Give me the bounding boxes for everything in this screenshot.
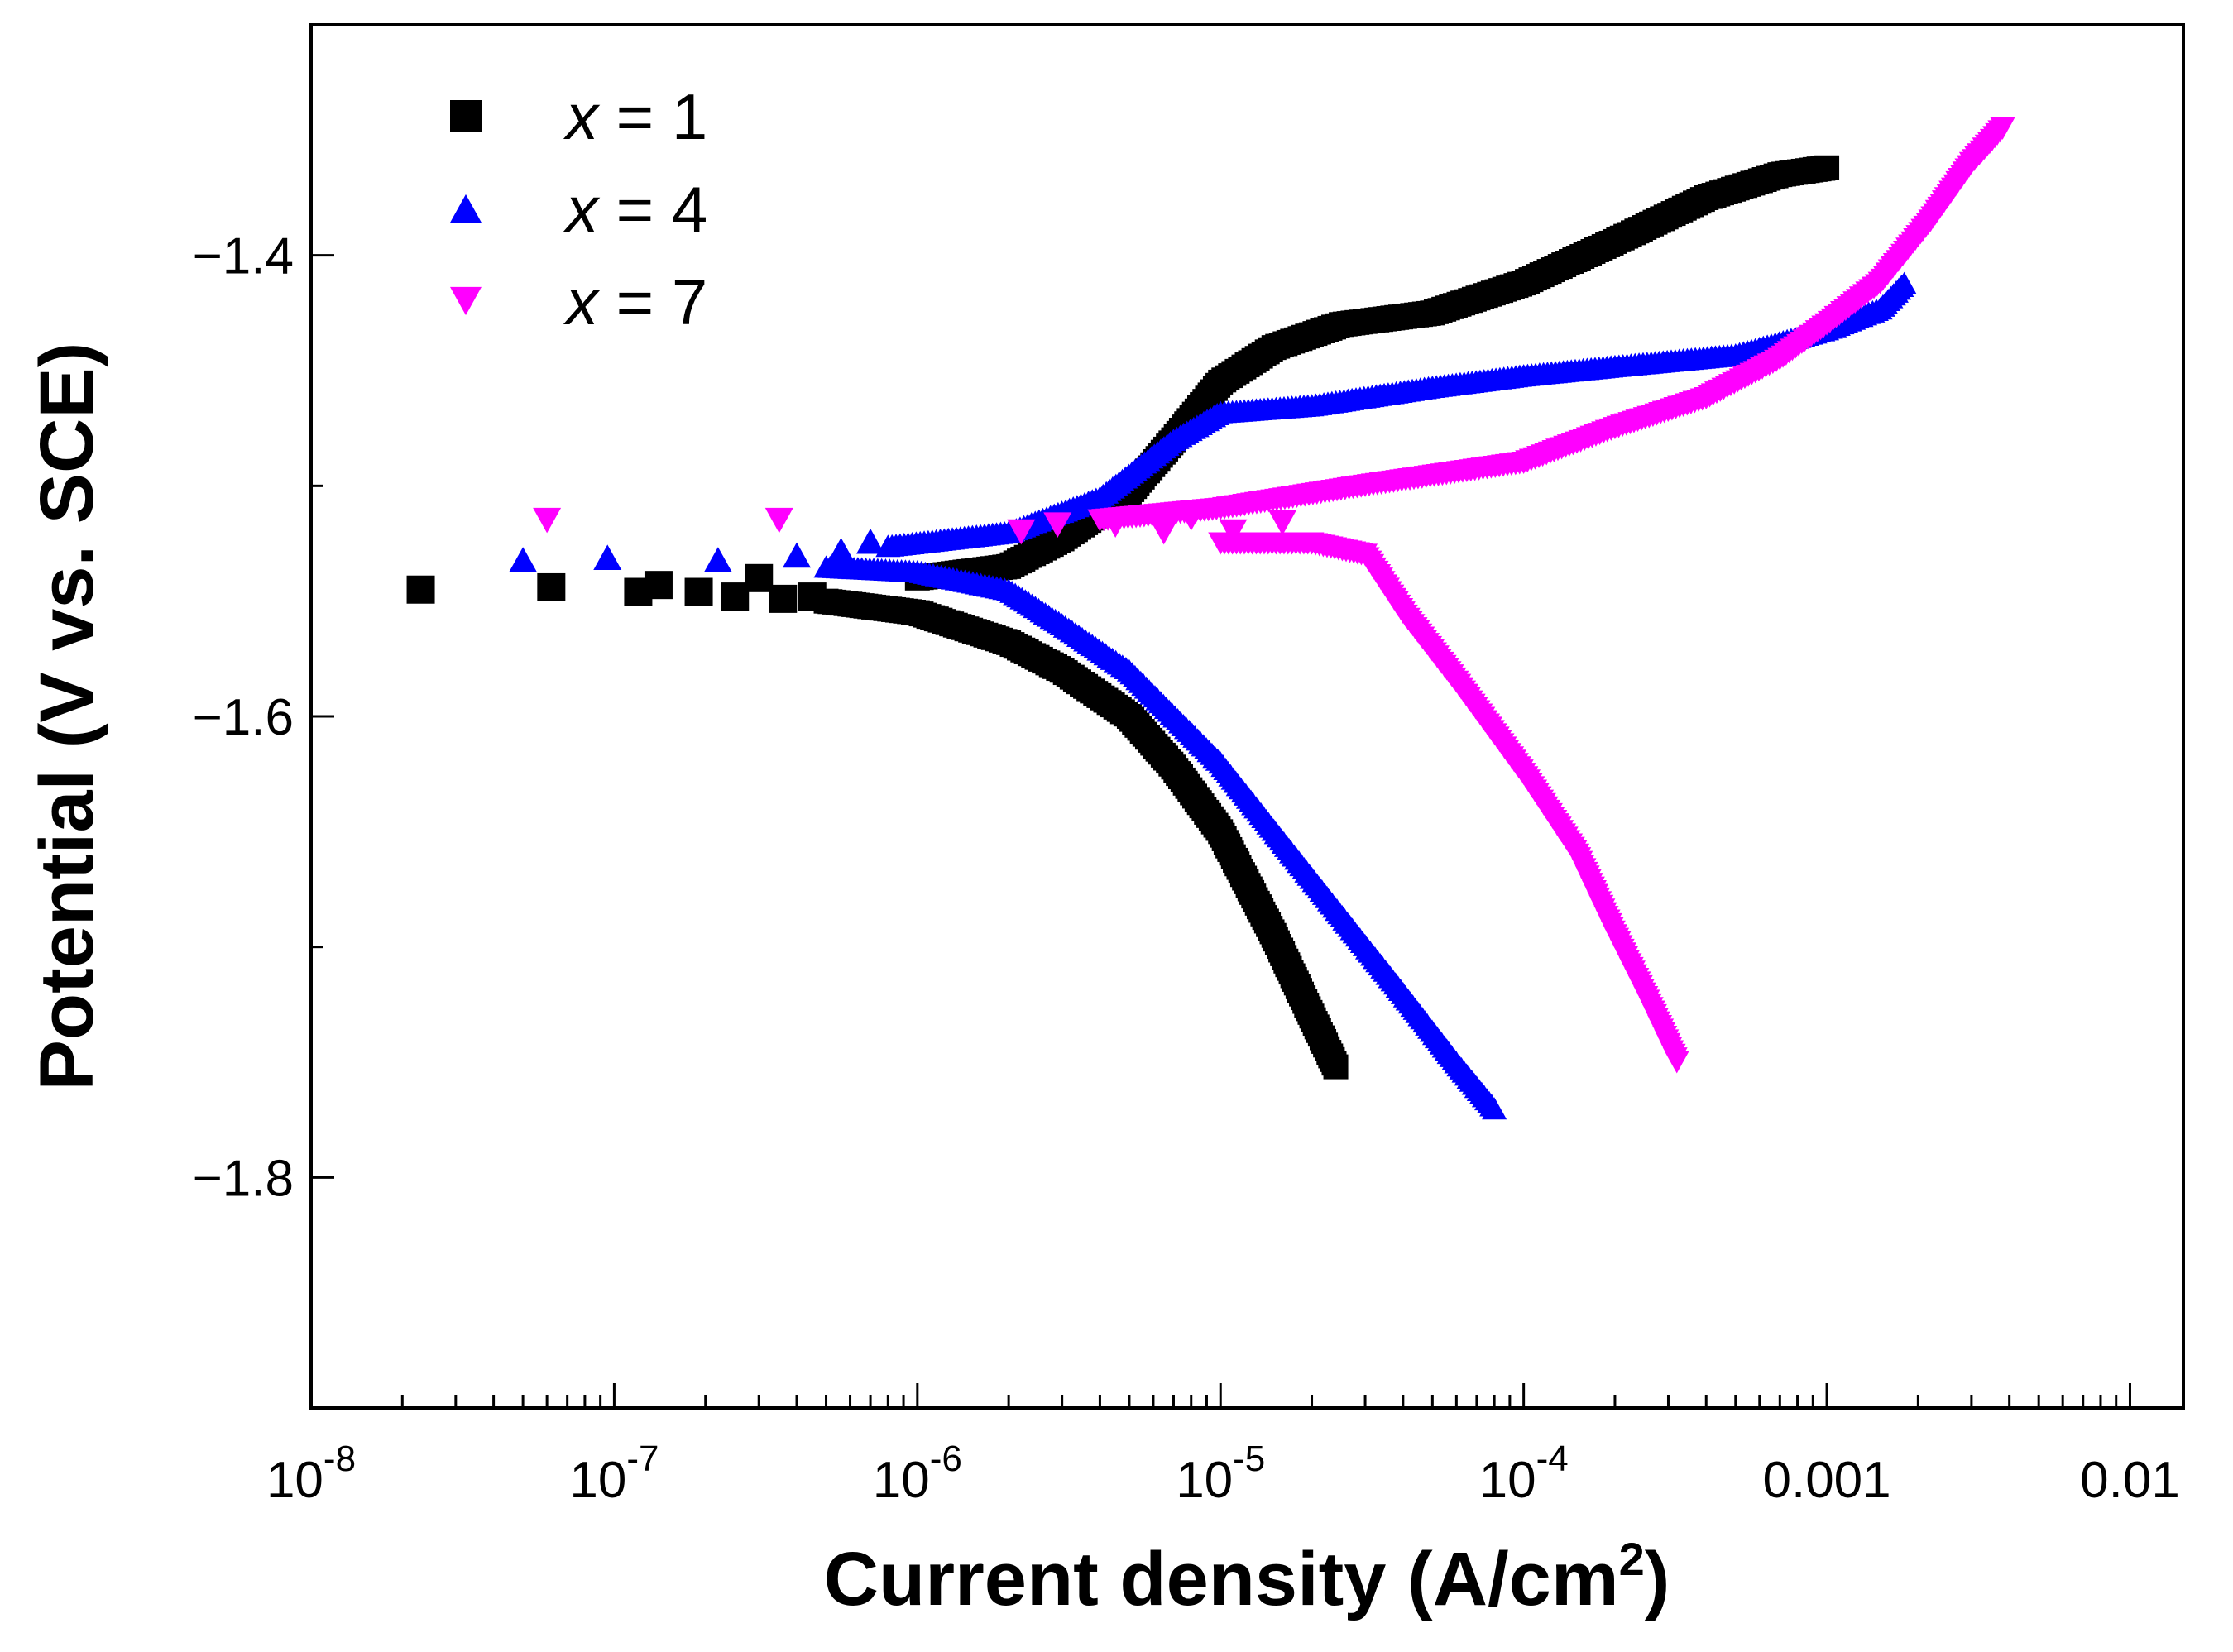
legend-label-var: x [563, 173, 601, 246]
legend-label-num: 4 [672, 173, 707, 246]
legend-label-1: x = 1 [563, 80, 707, 153]
x-tick-label: 10-8 [266, 1439, 356, 1509]
data-point [593, 544, 622, 571]
data-point [1664, 1051, 1689, 1074]
x-tick-label-exp: -8 [323, 1439, 356, 1479]
data-point [1043, 512, 1072, 539]
legend-label-num: 7 [672, 266, 707, 338]
x-tick-label-exp: -6 [930, 1439, 962, 1479]
x-tick-label-base: 10 [873, 1452, 930, 1509]
data-point [745, 563, 774, 592]
data-point [406, 575, 435, 604]
x-tick-label-base: 10 [1479, 1452, 1536, 1509]
x-axis-title: Current density (A/cm2) [824, 1533, 1670, 1621]
legend-label-eq: = [598, 266, 672, 338]
x-tick-label-exp: -4 [1536, 1439, 1569, 1479]
legend-label-num: 1 [672, 80, 707, 153]
tick-layer: 10-8 10-7 10-6 10-5 10-4 0.001 0.01−1.4−1.6−1.… [193, 23, 2180, 1509]
x-tick-label-base: 10 [266, 1452, 323, 1509]
x-tick-label-exp: -7 [626, 1439, 659, 1479]
legend-marker-2 [450, 194, 482, 223]
x-axis-title-main: Current density (A/cm [824, 1537, 1619, 1621]
data-point [703, 547, 732, 572]
x-tick-label: 0.01 [2080, 1452, 2180, 1509]
data-point [684, 577, 713, 606]
legend-label-eq: = [598, 173, 672, 246]
y-tick-label: −1.6 [193, 689, 294, 746]
legend-marker-3 [450, 286, 482, 316]
data-point [644, 571, 673, 600]
data-point [769, 584, 798, 613]
legend-label-var: x [563, 266, 601, 338]
data-point [1007, 519, 1036, 545]
legend-label-3: x = 7 [563, 266, 707, 338]
legend: x = 1x = 4x = 7 [450, 80, 707, 338]
x-tick-label: 10-7 [569, 1439, 659, 1509]
legend-marker-1 [450, 100, 482, 132]
data-point [1891, 271, 1917, 294]
x-tick-label: 10-5 [1176, 1439, 1265, 1509]
data-point [1990, 117, 2015, 140]
data-point [783, 542, 812, 568]
x-tick-label-exp: -5 [1233, 1439, 1265, 1479]
data-point [1323, 1054, 1349, 1080]
series-layer [406, 117, 2015, 1120]
x-tick-label-base: 10 [569, 1452, 626, 1509]
data-point [1149, 519, 1178, 545]
series-3 [533, 117, 2015, 1074]
data-point [1268, 510, 1297, 536]
data-point [533, 507, 562, 534]
y-axis-title: Potential (V vs. SCE) [25, 342, 109, 1091]
x-tick-label: 10-4 [1479, 1439, 1569, 1509]
plot-background [311, 25, 2183, 1408]
data-point [856, 528, 885, 554]
data-point [1482, 1097, 1507, 1120]
x-tick-label-base: 10 [1176, 1452, 1233, 1509]
x-tick-label: 10-6 [873, 1439, 962, 1509]
legend-label-var: x [563, 80, 601, 153]
x-tick-label: 0.001 [1762, 1452, 1890, 1509]
y-tick-label: −1.8 [193, 1150, 294, 1207]
data-point [1814, 155, 1840, 180]
x-axis-title-sup: 2 [1619, 1533, 1645, 1585]
data-point [509, 547, 538, 572]
data-point [1219, 519, 1248, 545]
legend-label-eq: = [598, 80, 672, 153]
data-point [721, 582, 750, 611]
x-axis-title-close: ) [1645, 1537, 1670, 1621]
y-tick-label: −1.4 [193, 228, 294, 285]
data-point [537, 572, 566, 601]
data-point [764, 507, 793, 534]
legend-label-2: x = 4 [563, 173, 707, 246]
